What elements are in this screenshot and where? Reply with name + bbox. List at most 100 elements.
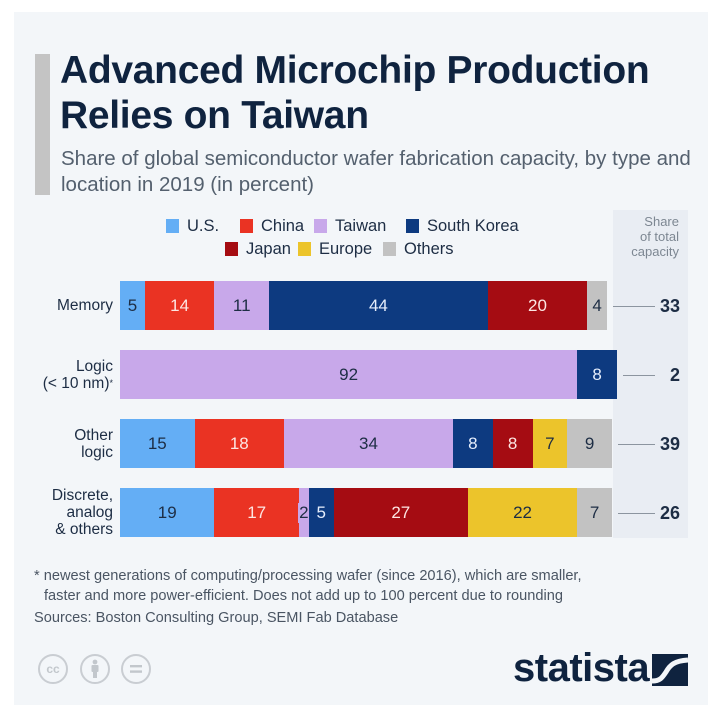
legend-item-south-korea: South Korea xyxy=(406,216,519,236)
category-label-line: Discrete, xyxy=(51,487,113,504)
category-label-line: analog xyxy=(66,504,113,521)
data-label: 34 xyxy=(359,433,378,453)
chart-subtitle: Share of global semiconductor wafer fabr… xyxy=(61,147,691,196)
data-label: 5 xyxy=(316,502,327,522)
statista-logo-icon[interactable] xyxy=(652,654,688,686)
category-label-line: & others xyxy=(55,521,113,538)
bar-segment-memory-u-s: 5 xyxy=(120,281,145,330)
title-accent-bar xyxy=(35,54,50,195)
share-of-total-value: 2 xyxy=(669,364,680,385)
legend-item-taiwan: Taiwan xyxy=(314,216,386,236)
footnote-line: faster and more power-efficient. Does no… xyxy=(44,588,563,604)
bar-segment-memory-taiwan: 11 xyxy=(214,281,270,330)
share-header-line: Share xyxy=(644,214,679,229)
legend-label: China xyxy=(261,216,305,235)
legend-item-europe: Europe xyxy=(298,239,372,259)
legend-label: South Korea xyxy=(427,216,519,235)
bar-segment-memory-japan: 20 xyxy=(487,281,588,330)
data-label: 92 xyxy=(339,364,359,384)
bar-segment-discrete-analog-others-u-s: 19 xyxy=(120,488,215,537)
bar-segment-discrete-analog-others-europe: 22 xyxy=(467,488,578,537)
bar-segment-other-logic-others: 9 xyxy=(567,419,613,468)
share-column-header: Share of total capacity xyxy=(613,214,679,259)
bar-segment-other-logic-u-s: 15 xyxy=(120,419,195,468)
share-of-total-value: 39 xyxy=(659,433,680,454)
data-label: 5 xyxy=(127,295,138,315)
share-column-background xyxy=(613,210,688,538)
legend-label: U.S. xyxy=(187,216,220,235)
chart-title: Advanced Microchip Production Relies on … xyxy=(60,49,650,137)
legend-swatch xyxy=(166,219,179,233)
nd-icon[interactable] xyxy=(121,654,151,684)
data-label: 9 xyxy=(584,433,595,453)
bar-segment-discrete-analog-others-others: 7 xyxy=(577,488,613,537)
category-label-line: (< 10 nm)* xyxy=(42,374,113,392)
footnote-line: * newest generations of computing/proces… xyxy=(34,568,582,584)
category-label-logic-10-nm: Logic (< 10 nm)* xyxy=(43,358,113,392)
bar-segment-discrete-analog-others-china: 17 xyxy=(214,488,299,537)
legend-label: Taiwan xyxy=(335,216,387,235)
bar-segment-logic-10-nm-taiwan: 92 xyxy=(120,350,578,399)
category-label-other-logic: Other logic xyxy=(74,427,113,461)
share-of-total-value: 33 xyxy=(659,295,680,316)
bar-segment-discrete-analog-others-japan: 27 xyxy=(333,488,468,537)
share-connector-line xyxy=(613,305,655,307)
data-label: 2 xyxy=(298,502,310,523)
category-label-line: Logic xyxy=(75,357,113,375)
bar-segment-other-logic-japan: 8 xyxy=(492,419,533,468)
bar-segment-discrete-analog-others-taiwan: 2 xyxy=(298,488,310,537)
data-label: 20 xyxy=(528,295,547,315)
data-label: 8 xyxy=(507,433,518,453)
bar-segment-memory-others: 4 xyxy=(587,281,608,330)
legend-swatch xyxy=(298,242,311,256)
bar-segment-other-logic-south-korea: 8 xyxy=(452,419,493,468)
data-label: 8 xyxy=(592,364,602,384)
legend-item-china: China xyxy=(240,216,304,236)
data-label: 44 xyxy=(368,295,388,315)
bar-segment-logic-10-nm-south-korea: 8 xyxy=(577,350,617,399)
footnote: * newest generations of computing/proces… xyxy=(34,566,704,606)
data-label: 7 xyxy=(545,433,555,453)
share-of-total-value: 26 xyxy=(659,502,680,523)
legend-label: Europe xyxy=(319,239,373,258)
sources: Sources: Boston Consulting Group, SEMI F… xyxy=(34,610,399,626)
data-label: 14 xyxy=(170,295,190,315)
bar-segment-memory-china: 14 xyxy=(144,281,215,330)
bar-segment-other-logic-taiwan: 34 xyxy=(284,419,453,468)
legend-label: Others xyxy=(404,239,454,258)
data-label: 27 xyxy=(391,502,411,522)
data-label: 11 xyxy=(232,295,251,315)
data-label: 17 xyxy=(247,502,267,522)
category-label-line: Other xyxy=(74,426,113,444)
category-label-line: Memory xyxy=(57,297,113,314)
bar-segment-memory-south-korea: 44 xyxy=(269,281,488,330)
bar-segment-discrete-analog-others-south-korea: 5 xyxy=(308,488,334,537)
data-label: 4 xyxy=(592,295,602,315)
legend-swatch xyxy=(314,219,327,233)
share-header-line: capacity xyxy=(631,244,679,259)
data-label: 19 xyxy=(157,502,177,522)
share-header-line: of total xyxy=(639,229,679,244)
legend-swatch xyxy=(240,219,253,233)
bar-segment-other-logic-china: 18 xyxy=(194,419,284,468)
data-label: 22 xyxy=(513,502,533,522)
category-label-line: logic xyxy=(81,443,113,461)
data-label: 15 xyxy=(147,433,167,453)
cc-icon[interactable]: cc xyxy=(38,654,68,684)
equals-icon xyxy=(130,665,142,673)
share-connector-line xyxy=(618,512,655,514)
category-label-memory: Memory xyxy=(57,297,113,314)
data-label: 18 xyxy=(229,433,249,453)
data-label: 8 xyxy=(468,433,478,453)
legend-label: Japan xyxy=(246,239,291,258)
legend-item-others: Others xyxy=(383,239,454,259)
by-icon[interactable] xyxy=(80,654,110,684)
share-connector-line xyxy=(623,374,655,376)
legend-swatch xyxy=(383,242,396,256)
statista-logo-text[interactable]: statista xyxy=(513,646,650,690)
legend-swatch xyxy=(225,242,238,256)
share-connector-line xyxy=(618,443,655,445)
category-label-discrete-analog-others: Discrete, analog & others xyxy=(52,487,113,538)
legend-item-u-s: U.S. xyxy=(166,216,219,236)
cc-label: cc xyxy=(46,662,60,676)
